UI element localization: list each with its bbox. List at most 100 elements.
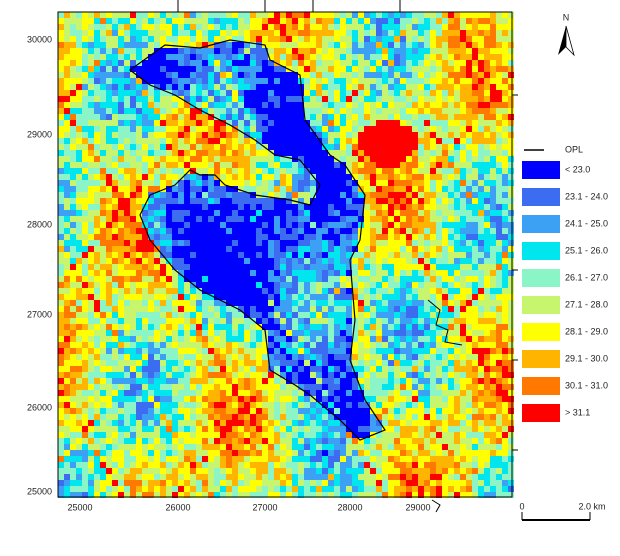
raster-cell: [502, 12, 508, 18]
raster-cell: [472, 372, 478, 378]
raster-cell: [172, 330, 178, 336]
raster-cell: [262, 252, 268, 258]
raster-cell: [244, 42, 250, 48]
raster-cell: [322, 48, 328, 54]
raster-cell: [172, 192, 178, 198]
raster-cell: [478, 198, 484, 204]
raster-cell: [70, 180, 76, 186]
raster-cell: [244, 150, 250, 156]
raster-cell: [136, 294, 142, 300]
raster-cell: [406, 246, 412, 252]
raster-cell: [100, 360, 106, 366]
raster-cell: [400, 384, 406, 390]
raster-cell: [160, 384, 166, 390]
raster-cell: [172, 396, 178, 402]
raster-cell: [274, 36, 280, 42]
raster-cell: [94, 282, 100, 288]
raster-cell: [244, 60, 250, 66]
raster-cell: [316, 60, 322, 66]
raster-cell: [430, 204, 436, 210]
raster-cell: [286, 132, 292, 138]
raster-cell: [334, 66, 340, 72]
raster-cell: [484, 342, 490, 348]
raster-cell: [340, 360, 346, 366]
raster-cell: [64, 396, 70, 402]
raster-cell: [352, 228, 358, 234]
raster-cell: [406, 114, 412, 120]
raster-cell: [436, 126, 442, 132]
raster-cell: [376, 48, 382, 54]
raster-cell: [496, 66, 502, 72]
raster-cell: [58, 258, 64, 264]
raster-cell: [262, 366, 268, 372]
raster-cell: [64, 60, 70, 66]
raster-cell: [466, 270, 472, 276]
raster-cell: [376, 168, 382, 174]
raster-cell: [88, 270, 94, 276]
raster-cell: [214, 108, 220, 114]
raster-cell: [274, 72, 280, 78]
raster-cell: [286, 192, 292, 198]
raster-cell: [472, 48, 478, 54]
raster-cell: [178, 282, 184, 288]
raster-cell: [400, 180, 406, 186]
raster-cell: [448, 258, 454, 264]
raster-cell: [508, 174, 514, 180]
raster-cell: [148, 204, 154, 210]
raster-cell: [136, 198, 142, 204]
raster-cell: [76, 240, 82, 246]
raster-cell: [208, 252, 214, 258]
raster-cell: [298, 102, 304, 108]
raster-cell: [238, 240, 244, 246]
raster-cell: [142, 360, 148, 366]
raster-cell: [502, 36, 508, 42]
raster-cell: [466, 144, 472, 150]
raster-cell: [388, 192, 394, 198]
raster-cell: [160, 42, 166, 48]
raster-cell: [310, 342, 316, 348]
raster-cell: [436, 210, 442, 216]
raster-cell: [136, 192, 142, 198]
raster-cell: [64, 312, 70, 318]
raster-cell: [310, 60, 316, 66]
raster-cell: [400, 228, 406, 234]
raster-cell: [82, 216, 88, 222]
raster-cell: [454, 102, 460, 108]
raster-cell: [460, 120, 466, 126]
raster-cell: [136, 132, 142, 138]
raster-cell: [430, 198, 436, 204]
raster-cell: [364, 294, 370, 300]
raster-cell: [196, 342, 202, 348]
raster-cell: [244, 90, 250, 96]
raster-cell: [334, 390, 340, 396]
raster-cell: [328, 108, 334, 114]
raster-cell: [118, 72, 124, 78]
raster-cell: [466, 390, 472, 396]
raster-cell: [280, 18, 286, 24]
raster-cell: [280, 180, 286, 186]
raster-cell: [106, 90, 112, 96]
raster-cell: [394, 102, 400, 108]
raster-cell: [124, 306, 130, 312]
raster-cell: [64, 90, 70, 96]
raster-cell: [124, 354, 130, 360]
raster-cell: [442, 348, 448, 354]
raster-cell: [424, 300, 430, 306]
raster-cell: [490, 282, 496, 288]
raster-cell: [238, 336, 244, 342]
raster-cell: [196, 210, 202, 216]
raster-cell: [370, 222, 376, 228]
raster-cell: [112, 276, 118, 282]
raster-cell: [268, 12, 274, 18]
raster-cell: [82, 36, 88, 42]
raster-cell: [292, 90, 298, 96]
raster-cell: [196, 228, 202, 234]
raster-cell: [502, 318, 508, 324]
raster-cell: [250, 210, 256, 216]
raster-cell: [220, 228, 226, 234]
raster-cell: [406, 162, 412, 168]
raster-cell: [394, 72, 400, 78]
raster-cell: [172, 390, 178, 396]
raster-cell: [124, 282, 130, 288]
raster-cell: [82, 168, 88, 174]
